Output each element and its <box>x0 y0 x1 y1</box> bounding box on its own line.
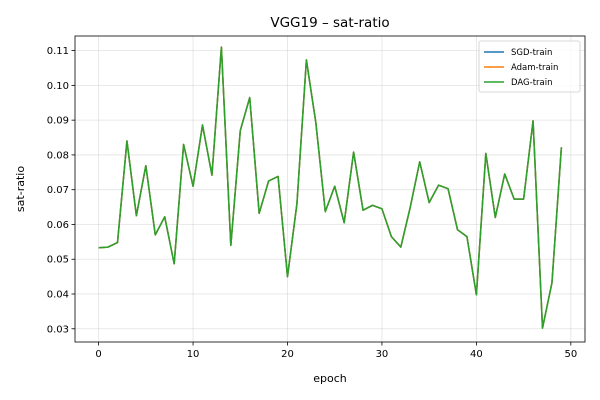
series-line-dag-train <box>98 46 563 329</box>
y-tick-label: 0.05 <box>47 255 69 266</box>
x-tick-label: 10 <box>187 349 200 360</box>
x-axis-label: epoch <box>313 372 347 385</box>
legend-label: DAG-train <box>511 78 553 88</box>
y-tick-label: 0.03 <box>47 324 69 335</box>
x-tick-label: 0 <box>95 349 101 360</box>
y-tick-label: 0.08 <box>47 150 69 161</box>
y-tick-label: 0.06 <box>47 220 69 231</box>
grid <box>75 36 585 342</box>
legend: SGD-train Adam-train DAG-train <box>478 40 581 93</box>
x-tick-label: 50 <box>564 349 577 360</box>
legend-label: Adam-train <box>511 63 558 73</box>
legend-box <box>478 40 581 93</box>
x-tick-label: 20 <box>281 349 294 360</box>
y-tick-label: 0.04 <box>47 290 69 301</box>
plot-frame <box>74 35 586 343</box>
y-axis-label: sat-ratio <box>14 166 27 212</box>
series-lines <box>98 46 563 329</box>
y-tick-label: 0.07 <box>47 185 69 196</box>
y-axis-ticks: 0.03 0.04 0.05 0.06 0.07 0.08 0.09 0.10 0.11 <box>47 46 75 335</box>
y-tick-label: 0.11 <box>47 46 69 57</box>
y-tick-label: 0.09 <box>47 116 69 127</box>
chart-title: VGG19 – sat-ratio <box>270 15 389 31</box>
y-tick-label: 0.10 <box>47 81 69 92</box>
x-tick-label: 40 <box>470 349 483 360</box>
legend-label: SGD-train <box>511 48 552 58</box>
x-axis-ticks: 0 10 20 30 40 50 <box>95 342 577 360</box>
x-tick-label: 30 <box>376 349 389 360</box>
